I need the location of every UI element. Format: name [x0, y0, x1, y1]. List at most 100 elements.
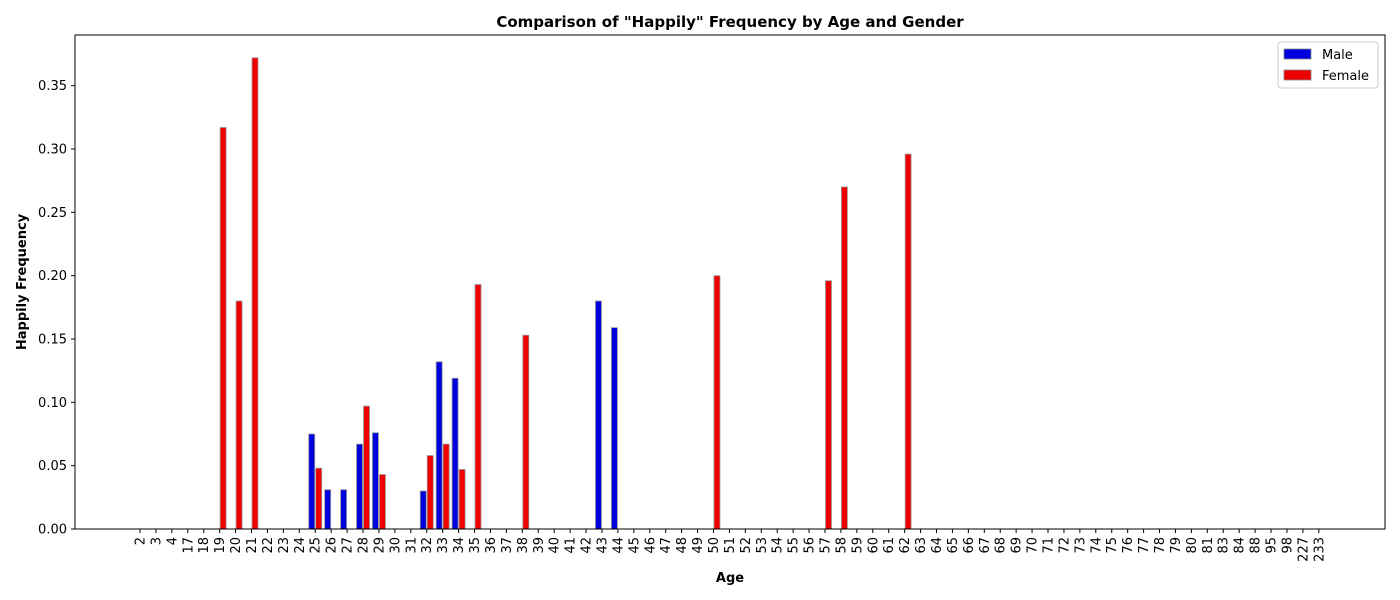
x-tick-label: 22 [261, 537, 276, 554]
bar-male-age-44 [611, 327, 618, 530]
bar-male-age-26 [324, 489, 332, 530]
plot-area [75, 35, 1385, 529]
x-tick-label: 65 [946, 537, 961, 554]
x-tick-label: 54 [771, 537, 786, 554]
y-tick-label: 0.20 [38, 269, 67, 284]
x-tick-label: 30 [388, 537, 403, 554]
x-tick-label: 37 [500, 537, 515, 554]
x-tick-label: 61 [882, 537, 897, 554]
x-tick-label: 23 [277, 537, 292, 554]
legend-swatch-female [1283, 69, 1312, 81]
x-tick-label: 29 [372, 537, 387, 554]
bar-female-age-33 [442, 443, 450, 530]
x-tick-label: 46 [643, 537, 658, 554]
plot-frame [74, 34, 1386, 530]
x-tick-label: 2 [134, 537, 149, 545]
x-tick-label: 19 [213, 537, 228, 554]
x-tick-label: 24 [293, 537, 308, 554]
x-tick-label: 42 [580, 537, 595, 554]
x-tick-label: 50 [707, 537, 722, 554]
x-tick-label: 47 [659, 537, 674, 554]
bar-female-age-62 [904, 153, 912, 530]
x-tick-label: 76 [1121, 537, 1136, 554]
bar-male-age-43 [595, 300, 602, 530]
x-tick-label: 78 [1153, 537, 1168, 554]
bars-group [219, 57, 912, 530]
x-tick-label: 98 [1280, 537, 1295, 554]
x-tick-label: 227 [1296, 537, 1311, 562]
x-tick-label: 233 [1312, 537, 1327, 562]
x-tick-label: 3 [149, 537, 164, 545]
x-tick-label: 77 [1137, 537, 1152, 554]
x-tick-label: 20 [229, 537, 244, 554]
bar-male-age-28 [356, 443, 363, 530]
x-tick-label: 64 [930, 537, 945, 554]
x-tick-label: 70 [1026, 537, 1041, 554]
x-tick-label: 27 [341, 537, 356, 554]
y-axis-label: Happily Frequency [15, 213, 30, 350]
x-tick-label: 63 [914, 537, 929, 554]
x-tick-label: 18 [197, 537, 212, 554]
x-tick-label: 21 [245, 537, 260, 554]
legend: Male Female [1277, 41, 1379, 89]
x-tick-label: 69 [1010, 537, 1025, 554]
x-tick-label: 35 [468, 537, 483, 554]
x-tick-label: 81 [1201, 537, 1216, 554]
x-tick-label: 41 [564, 537, 579, 554]
bar-female-age-32 [426, 455, 434, 530]
x-axis-label: Age [716, 571, 744, 586]
bar-male-age-25 [308, 433, 316, 530]
x-tick-label: 60 [866, 537, 881, 554]
bar-female-age-38 [522, 334, 530, 530]
bar-female-age-50 [713, 275, 721, 530]
y-tick-label: 0.25 [38, 206, 67, 221]
legend-label-female: Female [1322, 69, 1369, 84]
x-tick-label: 67 [978, 537, 993, 554]
x-tick-label: 59 [850, 537, 865, 554]
x-tick-label: 49 [691, 537, 706, 554]
x-tick-label: 84 [1233, 537, 1248, 554]
y-tick-label: 0.35 [38, 79, 67, 94]
x-tick-label: 33 [436, 537, 451, 554]
bar-female-age-35 [474, 284, 482, 530]
x-tick-label: 71 [1042, 537, 1057, 554]
x-tick-label: 39 [532, 537, 547, 554]
x-tick-label: 68 [994, 537, 1009, 554]
y-tick-label: 0.30 [38, 143, 67, 158]
x-tick-label: 95 [1265, 537, 1280, 554]
bar-male-age-27 [340, 489, 347, 530]
x-tick-label: 83 [1217, 537, 1232, 554]
bar-male-age-34 [451, 377, 459, 530]
y-tick-label: 0.15 [38, 333, 67, 348]
x-tick-label: 62 [898, 537, 913, 554]
x-tick-label: 52 [739, 537, 754, 554]
x-tick-label: 17 [181, 537, 196, 554]
x-tick-label: 88 [1249, 537, 1264, 554]
bar-female-age-57 [825, 280, 832, 530]
bar-male-age-29 [372, 432, 379, 530]
x-tick-label: 4 [165, 537, 180, 545]
y-tick-label: 0.10 [38, 396, 67, 411]
x-tick-label: 79 [1169, 537, 1184, 554]
y-tick-label: 0.05 [38, 459, 67, 474]
x-tick-label: 25 [309, 537, 324, 554]
x-tick-label: 38 [516, 537, 531, 554]
x-tick-label: 56 [803, 537, 818, 554]
bar-male-age-32 [419, 490, 427, 530]
bar-female-age-34 [458, 469, 466, 530]
x-tick-label: 53 [755, 537, 770, 554]
bar-female-age-20 [235, 300, 243, 530]
x-tick-label: 36 [484, 537, 499, 554]
x-tick-label: 72 [1057, 537, 1072, 554]
legend-label-male: Male [1322, 48, 1353, 63]
chart-title: Comparison of "Happily" Frequency by Age… [496, 13, 964, 31]
x-tick-label: 57 [818, 537, 833, 554]
y-tick-label: 0.00 [38, 523, 67, 538]
x-tick-label: 44 [611, 537, 626, 554]
x-tick-label: 34 [452, 537, 467, 554]
bar-female-age-58 [841, 186, 848, 530]
legend-swatch-male [1283, 48, 1312, 60]
x-tick-label: 32 [420, 537, 435, 554]
x-tick-label: 31 [404, 537, 419, 554]
